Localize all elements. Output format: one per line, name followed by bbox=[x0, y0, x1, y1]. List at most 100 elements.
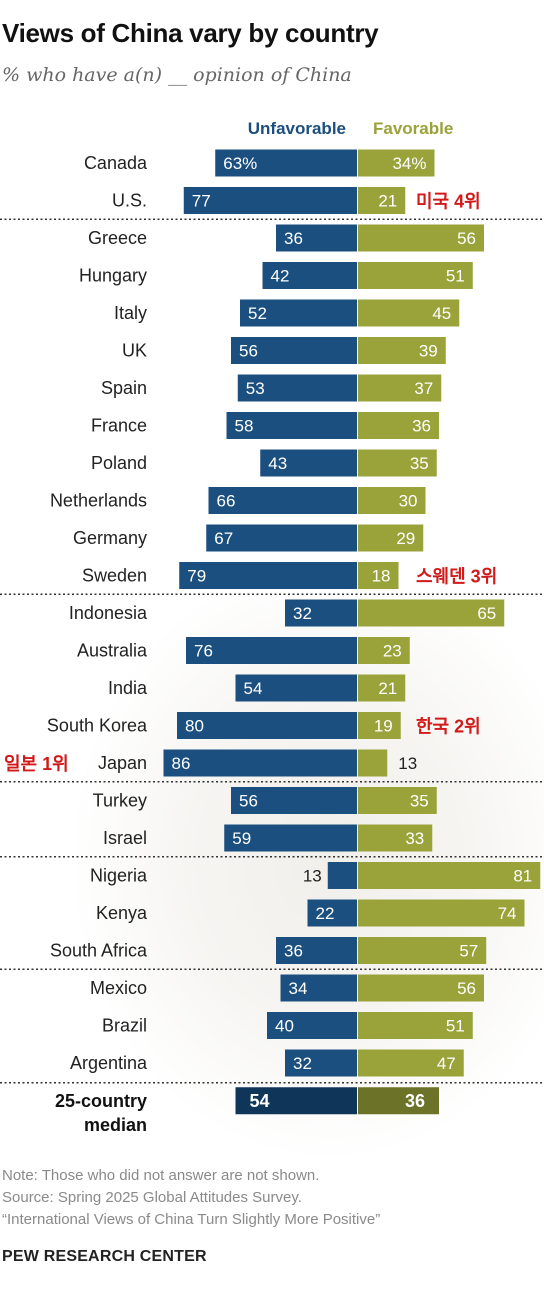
median-label-line1: 25-country bbox=[55, 1091, 147, 1111]
bar-favorable-greece bbox=[358, 224, 484, 252]
value-unfavorable-indonesia: 32 bbox=[293, 604, 312, 623]
bar-favorable-brazil bbox=[358, 1012, 473, 1039]
country-label-greece: Greece bbox=[88, 228, 147, 248]
value-unfavorable-india: 54 bbox=[244, 679, 263, 698]
annotation-south-korea: 한국 2위 bbox=[416, 717, 481, 737]
country-label-netherlands: Netherlands bbox=[50, 491, 147, 511]
median-value-favorable: 36 bbox=[405, 1091, 425, 1111]
bar-unfavorable-australia bbox=[186, 637, 357, 664]
value-favorable-hungary: 51 bbox=[446, 267, 465, 286]
value-favorable-mexico: 56 bbox=[457, 979, 476, 998]
bar-favorable-canada bbox=[358, 149, 435, 177]
value-unfavorable-japan: 86 bbox=[172, 754, 191, 773]
bar-unfavorable-u-s bbox=[183, 187, 357, 214]
value-unfavorable-canada: 63% bbox=[223, 154, 257, 173]
value-unfavorable-turkey: 56 bbox=[239, 792, 258, 811]
diverging-bar-chart: Canada 63% 34% U.S. 77 21 미국 4위 Greece 36 56 Hunga… bbox=[0, 149, 544, 1135]
value-favorable-australia: 23 bbox=[383, 642, 402, 661]
bar-unfavorable-south-africa bbox=[276, 937, 357, 964]
bar-favorable-italy bbox=[358, 299, 460, 327]
value-favorable-turkey: 35 bbox=[410, 792, 429, 811]
bar-favorable-germany bbox=[358, 524, 424, 552]
value-favorable-nigeria: 81 bbox=[513, 867, 532, 886]
country-label-japan: Japan bbox=[98, 753, 147, 773]
bar-favorable-france bbox=[358, 412, 439, 439]
bar-unfavorable-nigeria bbox=[327, 862, 357, 889]
bar-favorable-spain bbox=[358, 374, 442, 402]
value-favorable-argentina: 47 bbox=[437, 1054, 456, 1073]
bar-unfavorable-netherlands bbox=[208, 487, 357, 514]
country-label-poland: Poland bbox=[91, 453, 147, 473]
value-favorable-israel: 33 bbox=[405, 829, 424, 848]
footer-note: Note: Those who did not answer are not s… bbox=[2, 1167, 320, 1184]
bar-unfavorable-uk bbox=[231, 337, 357, 364]
bar-unfavorable-kenya bbox=[307, 899, 357, 927]
value-favorable-south-africa: 57 bbox=[459, 942, 478, 961]
bar-favorable-uk bbox=[358, 337, 446, 364]
value-unfavorable-poland: 43 bbox=[268, 454, 287, 473]
bar-favorable-south-africa bbox=[358, 937, 487, 964]
value-favorable-brazil: 51 bbox=[446, 1017, 465, 1036]
bar-favorable-indonesia bbox=[358, 599, 505, 627]
country-label-israel: Israel bbox=[103, 828, 147, 848]
bar-favorable-kenya bbox=[358, 899, 525, 927]
country-label-nigeria: Nigeria bbox=[90, 866, 148, 886]
footer-notes: Note: Those who did not answer are not s… bbox=[2, 1165, 380, 1231]
legend-favorable: Favorable bbox=[373, 119, 454, 138]
bar-favorable-sweden bbox=[358, 562, 399, 589]
value-unfavorable-u-s: 77 bbox=[192, 192, 211, 211]
value-favorable-italy: 45 bbox=[432, 304, 451, 323]
value-unfavorable-greece: 36 bbox=[284, 229, 303, 248]
median-value-unfavorable: 54 bbox=[250, 1091, 270, 1111]
chart-subtitle: % who have a(n) __ opinion of China bbox=[2, 64, 352, 86]
bar-favorable-poland bbox=[358, 449, 437, 477]
bar-unfavorable-greece bbox=[276, 224, 357, 252]
value-unfavorable-mexico: 34 bbox=[289, 979, 308, 998]
value-favorable-spain: 37 bbox=[414, 379, 433, 398]
country-label-spain: Spain bbox=[101, 378, 147, 398]
country-label-u-s: U.S. bbox=[112, 191, 147, 211]
value-favorable-kenya: 74 bbox=[498, 904, 517, 923]
value-unfavorable-france: 58 bbox=[235, 417, 254, 436]
value-unfavorable-italy: 52 bbox=[248, 304, 267, 323]
value-favorable-greece: 56 bbox=[457, 229, 476, 248]
legend-unfavorable: Unfavorable bbox=[247, 119, 346, 138]
value-unfavorable-israel: 59 bbox=[232, 829, 251, 848]
value-unfavorable-germany: 67 bbox=[214, 529, 233, 548]
bar-unfavorable-brazil bbox=[267, 1012, 357, 1039]
country-label-south-africa: South Africa bbox=[50, 941, 148, 961]
bar-unfavorable-poland bbox=[260, 449, 357, 477]
bar-favorable-mexico bbox=[358, 974, 484, 1002]
bar-favorable-netherlands bbox=[358, 487, 426, 514]
value-favorable-netherlands: 30 bbox=[399, 492, 418, 511]
country-label-germany: Germany bbox=[73, 528, 147, 548]
bar-unfavorable-sweden bbox=[179, 562, 357, 589]
value-unfavorable-south-africa: 36 bbox=[284, 942, 303, 961]
median-bar-favorable bbox=[358, 1087, 439, 1115]
bar-favorable-india bbox=[358, 674, 406, 702]
value-favorable-france: 36 bbox=[412, 417, 431, 436]
bar-unfavorable-canada bbox=[215, 149, 357, 177]
bar-unfavorable-italy bbox=[240, 299, 357, 327]
bar-favorable-u-s bbox=[358, 187, 406, 214]
median-label-line2: median bbox=[84, 1115, 147, 1135]
bar-unfavorable-japan bbox=[163, 749, 357, 777]
bar-unfavorable-israel bbox=[224, 824, 357, 852]
bar-unfavorable-turkey bbox=[231, 787, 357, 814]
value-favorable-u-s: 21 bbox=[378, 192, 397, 211]
brand-label: PEW RESEARCH CENTER bbox=[2, 1248, 207, 1265]
value-favorable-sweden: 18 bbox=[372, 567, 391, 586]
value-favorable-india: 21 bbox=[378, 679, 397, 698]
value-favorable-germany: 29 bbox=[396, 529, 415, 548]
bar-unfavorable-indonesia bbox=[285, 599, 357, 627]
bar-favorable-south-korea bbox=[358, 712, 401, 739]
bar-unfavorable-india bbox=[235, 674, 357, 702]
country-label-kenya: Kenya bbox=[96, 903, 148, 923]
value-unfavorable-south-korea: 80 bbox=[185, 717, 204, 736]
value-unfavorable-spain: 53 bbox=[246, 379, 265, 398]
bar-favorable-australia bbox=[358, 637, 410, 664]
country-label-argentina: Argentina bbox=[70, 1053, 148, 1073]
footer-source: Source: Spring 2025 Global Attitudes Sur… bbox=[2, 1189, 302, 1206]
value-favorable-poland: 35 bbox=[410, 454, 429, 473]
country-label-south-korea: South Korea bbox=[47, 716, 148, 736]
